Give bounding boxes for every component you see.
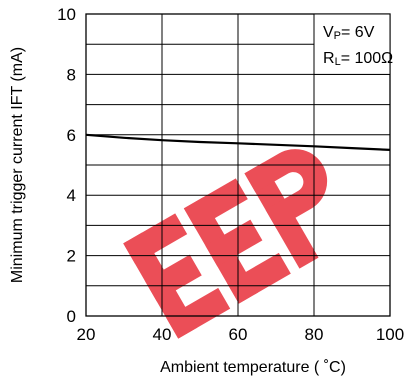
annotation-vp-symbol: V bbox=[323, 24, 334, 41]
y-tick-labels: 0 2 4 6 8 10 bbox=[57, 5, 76, 326]
watermark-stroke bbox=[144, 254, 202, 302]
y-tick-label: 8 bbox=[67, 65, 76, 84]
x-tick-label: 20 bbox=[77, 325, 96, 344]
annotation-rl: RL= 100Ω bbox=[323, 50, 393, 68]
annotation-vp: VP= 6V bbox=[323, 24, 375, 42]
y-tick-label: 4 bbox=[67, 186, 76, 205]
watermark-stroke bbox=[123, 213, 188, 265]
plot-frame bbox=[85, 13, 391, 317]
y-tick-label: 2 bbox=[67, 247, 76, 266]
watermark-stroke bbox=[244, 149, 328, 229]
x-tick-label: 80 bbox=[305, 325, 324, 344]
annotation-rl-subscript: L bbox=[335, 56, 341, 68]
watermark-stroke bbox=[166, 287, 231, 339]
series-line bbox=[85, 133, 391, 151]
x-tick-label: 100 bbox=[376, 325, 404, 344]
y-tick-label: 10 bbox=[57, 5, 76, 24]
annotation-vp-value: = 6V bbox=[341, 24, 375, 41]
x-tick-label: 40 bbox=[153, 325, 172, 344]
watermark-letters bbox=[123, 149, 328, 339]
y-tick-label: 6 bbox=[67, 126, 76, 145]
watermark-logo bbox=[123, 149, 328, 339]
watermark-stroke bbox=[183, 178, 248, 230]
watermark-stroke bbox=[226, 252, 291, 304]
y-axis-label: Minimum trigger current IFT (mA) bbox=[9, 47, 26, 283]
x-tick-label: 60 bbox=[229, 325, 248, 344]
annotation-vp-subscript: P bbox=[334, 30, 341, 42]
y-tick-label: 0 bbox=[67, 307, 76, 326]
x-tick-labels: 20 40 60 80 100 bbox=[77, 325, 405, 344]
annotation-box bbox=[313, 13, 391, 75]
annotation-rl-value: = 100Ω bbox=[341, 50, 393, 67]
x-axis-label: Ambient temperature ( ˚C) bbox=[160, 359, 346, 376]
watermark-stroke bbox=[205, 219, 263, 267]
grid bbox=[86, 14, 390, 316]
annotation-rl-symbol: R bbox=[323, 50, 335, 67]
condition-annotation: VP= 6V RL= 100Ω bbox=[313, 13, 393, 75]
